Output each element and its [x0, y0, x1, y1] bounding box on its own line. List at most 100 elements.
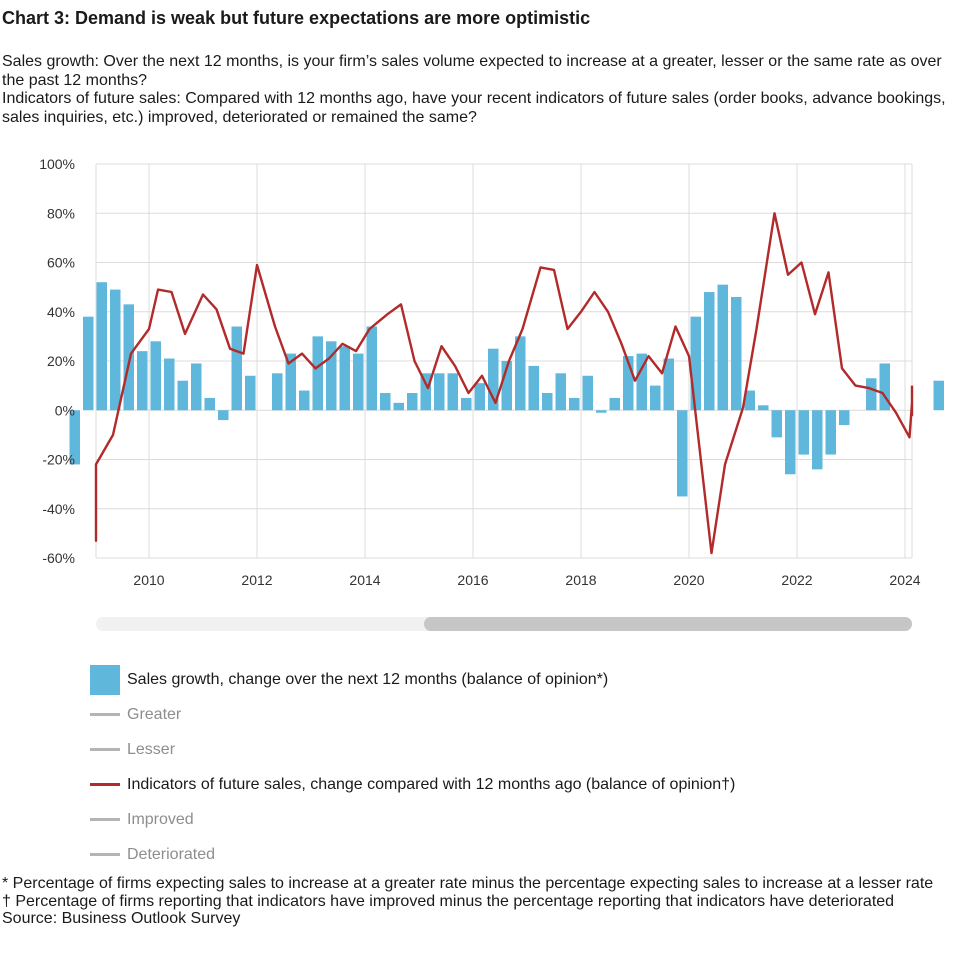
- sales-growth-bar[interactable]: [704, 292, 715, 411]
- sales-growth-bar[interactable]: [690, 316, 702, 411]
- sales-growth-bar[interactable]: [245, 375, 256, 411]
- sales-growth-bar[interactable]: [771, 410, 783, 438]
- legend-item-greater[interactable]: Greater: [90, 697, 735, 732]
- sales-growth-bar[interactable]: [353, 353, 364, 411]
- legend-label-lesser: Lesser: [127, 740, 176, 758]
- sales-growth-bar[interactable]: [933, 380, 945, 411]
- sales-growth-bar[interactable]: [596, 410, 607, 413]
- chart-footnotes: * Percentage of firms expecting sales to…: [2, 875, 962, 928]
- sales-growth-bar[interactable]: [69, 410, 81, 465]
- sales-growth-bar[interactable]: [285, 353, 297, 411]
- x-tick-label: 2022: [781, 572, 812, 588]
- sales-growth-bar[interactable]: [461, 397, 472, 411]
- indicators-line-group: [94, 212, 914, 555]
- sales-growth-bar[interactable]: [677, 410, 688, 497]
- sales-growth-bar[interactable]: [150, 341, 162, 411]
- sales-growth-bar[interactable]: [555, 373, 567, 411]
- sales-growth-bar[interactable]: [191, 363, 202, 411]
- sales-growth-bar[interactable]: [663, 358, 675, 411]
- sales-growth-bar[interactable]: [83, 316, 94, 411]
- sales-growth-bar[interactable]: [420, 373, 432, 411]
- sales-growth-bar[interactable]: [488, 348, 499, 411]
- sales-growth-bar[interactable]: [231, 326, 243, 411]
- chart-scrollbar-thumb[interactable]: [424, 617, 912, 631]
- sales-growth-bar[interactable]: [326, 341, 337, 411]
- x-tick-label: 2016: [457, 572, 488, 588]
- y-tick-label: 20%: [47, 353, 75, 369]
- sales-growth-bar[interactable]: [731, 296, 742, 411]
- legend-item-improved[interactable]: Improved: [90, 802, 735, 837]
- legend-item-deteriorated[interactable]: Deteriorated: [90, 837, 735, 872]
- legend-item-sales-growth[interactable]: Sales growth, change over the next 12 mo…: [90, 662, 735, 697]
- y-tick-label: -60%: [42, 550, 75, 566]
- x-axis-ticks: 2010 2012 2014 2016 2018 2020 2022 2024: [133, 572, 920, 588]
- x-tick-label: 2014: [349, 572, 380, 588]
- sales-growth-bar[interactable]: [501, 361, 513, 411]
- y-tick-label: 40%: [47, 304, 75, 320]
- chart-legend: Sales growth, change over the next 12 mo…: [90, 662, 735, 872]
- sales-growth-bar[interactable]: [758, 405, 769, 411]
- subtitle-sales-growth: Sales growth: Over the next 12 months, i…: [2, 53, 942, 89]
- y-tick-label: -40%: [42, 501, 75, 517]
- sales-growth-bar[interactable]: [272, 373, 283, 411]
- sales-growth-bar[interactable]: [812, 410, 823, 470]
- sales-growth-bar[interactable]: [798, 410, 810, 455]
- source-note: Source: Business Outlook Survey: [2, 910, 241, 927]
- sales-growth-bar[interactable]: [866, 378, 877, 411]
- legend-label-sales-growth: Sales growth, change over the next 12 mo…: [127, 670, 609, 688]
- x-tick-label: 2024: [889, 572, 920, 588]
- sales-growth-bar[interactable]: [515, 336, 526, 411]
- sales-growth-bar[interactable]: [825, 410, 837, 455]
- sales-growth-bar[interactable]: [839, 410, 850, 426]
- sales-growth-bar[interactable]: [744, 390, 756, 411]
- legend-item-indicators[interactable]: Indicators of future sales, change compa…: [90, 767, 735, 802]
- sales-growth-bar[interactable]: [177, 380, 189, 411]
- sales-growth-bar[interactable]: [339, 346, 351, 411]
- sales-growth-bars: [69, 282, 945, 497]
- sales-growth-bar[interactable]: [717, 284, 729, 411]
- sales-growth-bar[interactable]: [204, 397, 216, 411]
- sales-growth-bar[interactable]: [218, 410, 229, 421]
- sales-growth-bar[interactable]: [785, 410, 796, 475]
- x-tick-label: 2010: [133, 572, 164, 588]
- y-tick-label: 100%: [39, 156, 75, 172]
- x-tick-label: 2020: [673, 572, 704, 588]
- y-tick-label: 60%: [47, 255, 75, 271]
- sales-growth-bar[interactable]: [582, 375, 594, 411]
- legend-item-lesser[interactable]: Lesser: [90, 732, 735, 767]
- sales-growth-bar[interactable]: [569, 397, 580, 411]
- sales-growth-bar[interactable]: [137, 351, 148, 411]
- sales-growth-bar[interactable]: [623, 356, 634, 411]
- y-axis-ticks: 100% 80% 60% 40% 20% 0% -20% -40% -60%: [39, 156, 75, 566]
- sales-growth-bar[interactable]: [434, 373, 445, 411]
- sales-growth-bar[interactable]: [312, 336, 324, 411]
- sales-growth-bar[interactable]: [393, 402, 405, 411]
- sales-growth-bar[interactable]: [542, 393, 553, 411]
- footnote-star: * Percentage of firms expecting sales to…: [2, 875, 934, 892]
- sales-growth-bar[interactable]: [528, 365, 540, 411]
- sales-growth-bar[interactable]: [474, 383, 486, 411]
- indicators-line[interactable]: [94, 212, 914, 555]
- line-swatch-icon: [90, 713, 120, 716]
- sales-growth-bar[interactable]: [96, 282, 108, 411]
- chart-scrollbar[interactable]: [96, 617, 912, 631]
- line-swatch-icon: [90, 748, 120, 751]
- y-tick-label: 80%: [47, 205, 75, 221]
- sales-growth-bar[interactable]: [879, 363, 891, 411]
- sales-growth-bar[interactable]: [366, 326, 378, 411]
- sales-growth-bar[interactable]: [407, 393, 418, 411]
- sales-growth-bar[interactable]: [123, 304, 135, 411]
- sales-growth-bar[interactable]: [609, 397, 621, 411]
- sales-growth-bar[interactable]: [164, 358, 175, 411]
- x-tick-label: 2018: [565, 572, 596, 588]
- legend-label-deteriorated: Deteriorated: [127, 845, 216, 863]
- sales-growth-bar[interactable]: [380, 393, 391, 411]
- sales-growth-bar[interactable]: [447, 373, 459, 411]
- y-tick-label: -20%: [42, 452, 75, 468]
- sales-growth-bar[interactable]: [650, 385, 661, 411]
- line-swatch-icon: [90, 853, 120, 856]
- sales-growth-bar[interactable]: [110, 289, 121, 411]
- sales-growth-bar[interactable]: [636, 353, 648, 411]
- chart-title: Chart 3: Demand is weak but future expec…: [2, 8, 591, 28]
- sales-growth-bar[interactable]: [299, 390, 310, 411]
